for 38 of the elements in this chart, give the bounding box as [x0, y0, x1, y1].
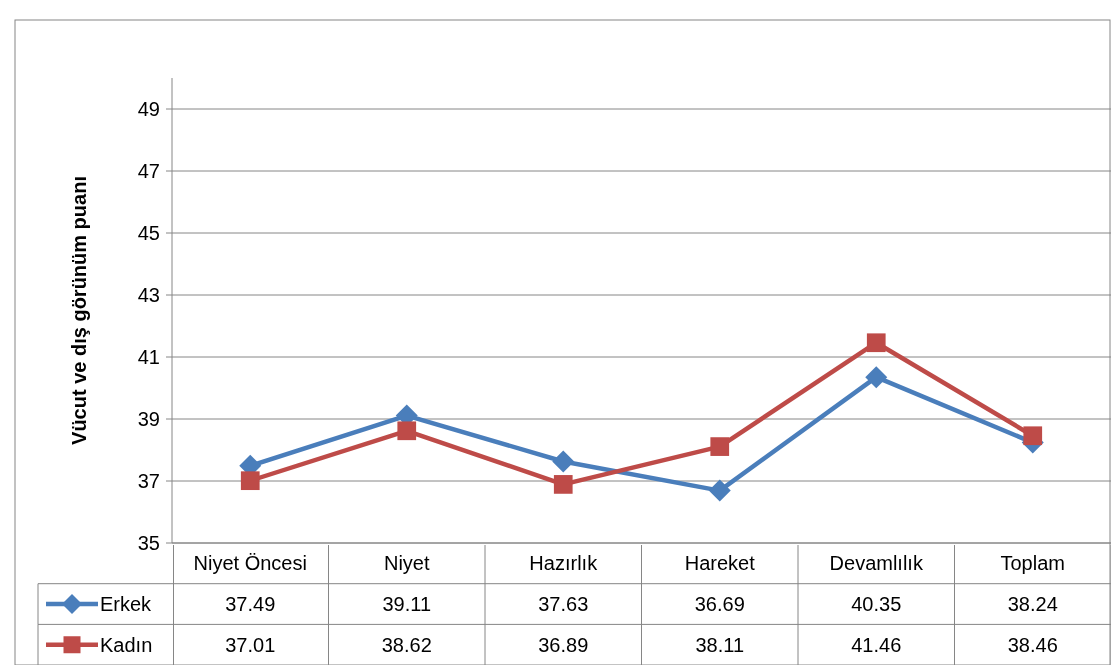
data-label: 39.11 — [382, 593, 432, 616]
point — [397, 421, 417, 441]
point — [708, 479, 731, 502]
x-tick-label: Niyet Öncesi — [193, 552, 307, 575]
data-label: 38.11 — [695, 633, 745, 656]
point — [865, 366, 888, 389]
y-tick-label: 39 — [137, 408, 160, 430]
data-label: 41.46 — [851, 633, 902, 656]
point — [710, 437, 730, 456]
data-label: 40.35 — [851, 593, 902, 616]
x-tick-label: Toplam — [1000, 552, 1065, 575]
data-label: 37.49 — [225, 593, 276, 616]
data-label: 36.69 — [694, 593, 745, 616]
x-tick-label: Devamlılık — [829, 552, 924, 575]
data-label: 36.89 — [538, 633, 589, 656]
y-axis-title: Vücut ve dış görünüm puanı — [68, 176, 90, 445]
x-tick-label: Hazırlık — [529, 552, 599, 575]
data-label: 38.24 — [1007, 593, 1058, 616]
y-tick-label: 37 — [137, 470, 160, 492]
point — [240, 471, 260, 491]
y-tick-label: 47 — [137, 160, 160, 182]
point — [552, 450, 575, 473]
legend-label: Erkek — [100, 593, 153, 616]
y-tick-label: 35 — [137, 532, 160, 554]
y-tick-label: 49 — [137, 98, 160, 120]
point — [866, 333, 886, 353]
point — [553, 475, 573, 494]
x-tick-label: Niyet — [383, 552, 430, 575]
data-label: 37.63 — [538, 593, 589, 616]
data-label: 38.62 — [381, 633, 432, 656]
legend-label: Kadın — [100, 633, 153, 656]
y-tick-label: 43 — [137, 284, 160, 306]
y-tick-label: 45 — [137, 222, 160, 244]
x-tick-label: Hareket — [684, 552, 756, 575]
y-tick-label: 41 — [137, 346, 160, 368]
data-label: 37.01 — [225, 633, 276, 656]
point — [1023, 426, 1043, 446]
data-label: 38.46 — [1007, 633, 1058, 656]
